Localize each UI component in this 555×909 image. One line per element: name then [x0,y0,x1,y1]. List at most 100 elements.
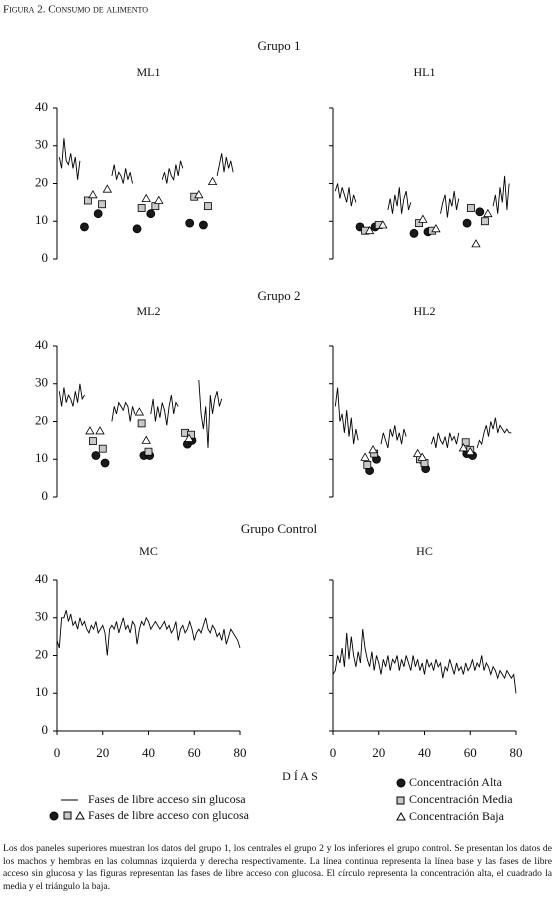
marker-square [415,219,423,228]
marker-circle [146,209,156,219]
marker-triangle [141,435,151,444]
x-axis-label: D Í A S [282,769,318,783]
legend-circle [49,811,59,821]
marker-circle [462,218,472,228]
marker-triangle [102,184,113,193]
y-tick-label: 20 [35,646,48,661]
panel-title: HC [416,544,433,558]
marker-triangle [368,445,378,454]
marker-triangle [431,223,441,233]
marker-triangle [194,190,204,199]
x-tick-label: 60 [464,745,477,760]
y-tick-label: 10 [35,450,48,465]
marker-triangle [364,225,375,235]
x-tick-label: 40 [142,745,155,760]
group-heading: Grupo 1 [258,38,301,53]
marker-triangle [412,448,423,457]
marker-circle [93,209,103,219]
x-tick-label: 60 [188,745,201,760]
marker-triangle [207,176,218,186]
legend-text: Concentración Alta [409,775,503,789]
marker-square [144,447,153,456]
marker-square [83,196,92,205]
marker-triangle [88,190,98,199]
legend-text: Concentración Baja [409,809,505,823]
caption: Los dos paneles superiores muestran los … [3,843,552,892]
group-heading: Grupo Control [241,521,318,536]
y-tick-label: 30 [35,609,48,624]
marker-square [204,202,212,211]
y-tick-label: 0 [42,488,49,503]
data-line [58,138,234,184]
data-line [334,387,512,449]
y-tick-label: 40 [35,571,48,586]
legend-text: Fases de libre acceso sin glucosa [88,792,246,806]
data-line [332,629,517,694]
marker-circle [185,218,195,228]
panel-title: HL1 [414,65,436,79]
legend-triangle [75,810,85,820]
y-tick-label: 20 [35,174,48,189]
marker-triangle [418,214,428,223]
x-tick-label: 20 [372,745,385,760]
legend-triangle [396,811,406,821]
data-line [334,175,510,218]
marker-triangle [465,446,475,456]
marker-circle [132,224,142,234]
marker-triangle [378,220,388,229]
y-tick-label: 0 [42,722,49,737]
y-tick-label: 10 [35,684,48,699]
marker-square [363,461,372,469]
x-tick-label: 20 [96,745,109,760]
group-heading: Grupo 2 [258,288,301,303]
legend-square [396,796,405,805]
marker-circle [100,458,110,468]
y-tick-label: 40 [35,337,48,352]
y-tick-label: 40 [35,99,48,114]
x-tick-label: 0 [330,745,337,760]
marker-square [137,204,146,212]
figure-title: Figura 2. Consumo de alimento [3,4,148,16]
marker-triangle [458,443,469,452]
legend-text: Concentración Media [409,792,513,806]
marker-circle [80,222,89,232]
marker-square [467,204,475,212]
marker-triangle [141,193,151,202]
marker-square [480,217,489,226]
marker-circle [409,228,419,238]
y-tick-label: 30 [35,137,48,152]
marker-triangle [134,407,145,416]
marker-triangle [483,208,493,218]
marker-circle [475,207,485,217]
marker-square [98,444,107,453]
marker-square [98,200,106,209]
marker-triangle [85,426,95,435]
marker-circle [198,220,208,230]
x-tick-label: 80 [234,745,247,760]
marker-triangle [154,195,164,204]
panel-title: ML2 [137,304,161,318]
panel-title: ML1 [137,65,161,79]
data-line [56,610,241,656]
panel-title: MC [139,544,158,558]
legend-square [63,811,72,820]
y-tick-label: 20 [35,412,48,427]
marker-triangle [417,452,427,461]
x-tick-label: 0 [54,745,61,760]
marker-triangle [95,426,105,435]
marker-square [137,419,146,428]
legend-text: Fases de libre acceso con glucosa [88,808,250,822]
y-tick-label: 10 [35,212,48,227]
y-tick-label: 0 [42,250,49,265]
x-tick-label: 40 [418,745,431,760]
marker-triangle [471,239,481,248]
marker-circle [91,451,101,460]
panel-title: HL2 [414,304,436,318]
marker-triangle [360,452,370,461]
x-tick-label: 80 [510,745,523,760]
marker-triangle [184,433,194,442]
marker-square [89,437,97,446]
data-line [58,379,223,448]
